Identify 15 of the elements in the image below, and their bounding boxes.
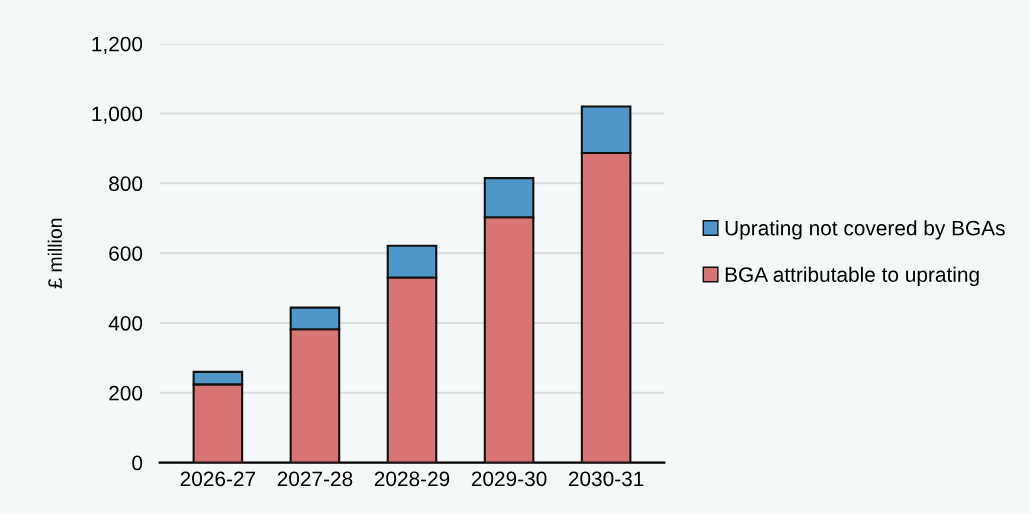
y-tick-label: 0 <box>132 455 143 471</box>
x-tick-label: 2030-31 <box>568 471 644 487</box>
y-tick-label: 800 <box>109 176 143 192</box>
legend-label: BGA attributable to uprating <box>725 266 979 287</box>
x-tick-label: 2027-28 <box>277 471 353 487</box>
y-tick-label: 1,000 <box>92 106 143 124</box>
x-tick-label: 2026-27 <box>180 471 256 487</box>
y-tick-label: 200 <box>109 385 143 401</box>
y-tick-label: 600 <box>109 246 143 261</box>
legend-label: Uprating not covered by BGAs <box>725 220 1005 240</box>
y-tick-label: 1,200 <box>92 36 143 54</box>
y-axis-title: £ million <box>47 218 63 289</box>
x-tick-label: 2028-29 <box>374 471 450 487</box>
y-tick-label: 400 <box>108 315 143 331</box>
x-tick-label: 2029-30 <box>471 471 547 487</box>
